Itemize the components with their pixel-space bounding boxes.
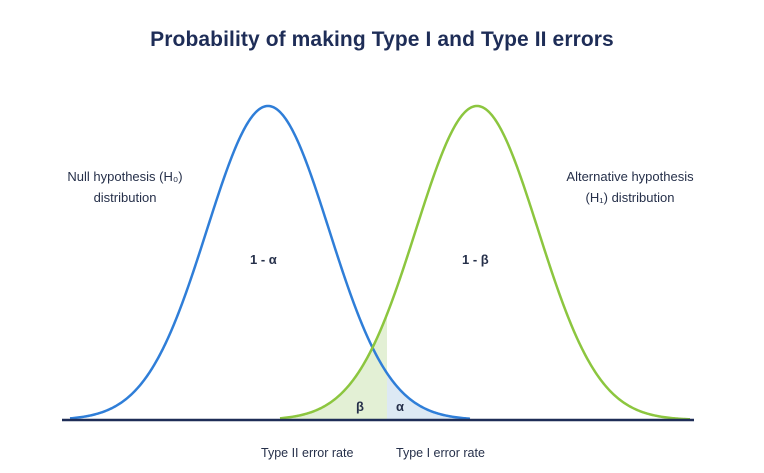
beta-label: β — [356, 399, 364, 414]
beta-region — [280, 314, 387, 420]
alternative-hypothesis-label-line2: (H₁) distribution — [585, 190, 675, 205]
null-hypothesis-label-line1: Null hypothesis (H₀) — [67, 169, 183, 184]
alpha-region — [387, 373, 470, 420]
chart-title: Probability of making Type I and Type II… — [150, 28, 614, 51]
alpha-label: α — [396, 399, 404, 414]
one-minus-beta-label: 1 - β — [462, 252, 489, 267]
null-hypothesis-label: Null hypothesis (H₀) distribution — [40, 166, 210, 208]
null-distribution-curve — [69, 104, 471, 420]
null-hypothesis-label-line2: distribution — [93, 190, 157, 205]
alternative-distribution-curve — [279, 104, 691, 421]
alternative-hypothesis-label: Alternative hypothesis (H₁) distribution — [540, 166, 720, 208]
type-ii-error-rate-label: Type II error rate — [261, 446, 354, 460]
alternative-hypothesis-label-line1: Alternative hypothesis — [566, 169, 694, 184]
one-minus-alpha-label: 1 - α — [250, 252, 277, 267]
type-i-error-rate-label: Type I error rate — [396, 446, 485, 460]
